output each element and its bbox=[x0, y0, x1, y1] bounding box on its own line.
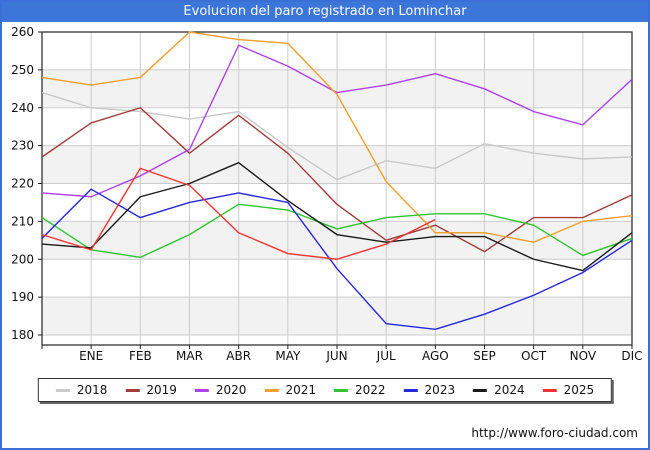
legend-swatch-2022 bbox=[334, 388, 348, 392]
y-tick-label: 190 bbox=[11, 290, 34, 304]
series-line-2021 bbox=[41, 31, 633, 243]
series-line-2018 bbox=[41, 91, 633, 181]
x-tick-label: OCT bbox=[521, 349, 547, 363]
legend-item-2025: 2025 bbox=[542, 383, 595, 397]
series-line-2024 bbox=[41, 161, 633, 272]
series-line-2025 bbox=[41, 167, 436, 260]
legend-item-2018: 2018 bbox=[55, 383, 108, 397]
legend-item-2019: 2019 bbox=[125, 383, 177, 397]
y-tick-label: 230 bbox=[11, 139, 34, 153]
y-tick-label: 260 bbox=[11, 25, 34, 39]
legend-label: 2024 bbox=[494, 383, 525, 397]
x-tick-label: FEB bbox=[129, 349, 152, 363]
series-line-2023 bbox=[41, 188, 633, 331]
x-tick-label: AGO bbox=[422, 349, 449, 363]
legend-item-2020: 2020 bbox=[194, 383, 247, 397]
legend-label: 2019 bbox=[146, 383, 177, 397]
legend-swatch-2019 bbox=[125, 388, 140, 392]
legend-item-2023: 2023 bbox=[403, 383, 456, 397]
legend-swatch-2018 bbox=[55, 388, 70, 392]
footer-url: http://www.foro-ciudad.com bbox=[471, 426, 638, 440]
legend-swatch-2021 bbox=[264, 388, 279, 392]
x-tick-label: ABR bbox=[226, 349, 251, 363]
legend-label: 2021 bbox=[285, 383, 316, 397]
y-tick-label: 210 bbox=[11, 214, 34, 228]
y-tick-label: 220 bbox=[11, 177, 34, 191]
x-tick-label: JUL bbox=[376, 349, 396, 363]
y-tick-label: 240 bbox=[11, 101, 34, 115]
legend-label: 2023 bbox=[424, 383, 456, 397]
legend-item-2024: 2024 bbox=[473, 383, 525, 397]
legend-swatch-2024 bbox=[473, 388, 488, 392]
y-tick-label: 200 bbox=[11, 252, 34, 266]
x-tick-label: MAY bbox=[275, 349, 301, 363]
legend-swatch-2020 bbox=[194, 388, 209, 392]
plot-border bbox=[41, 31, 633, 346]
legend-label: 2025 bbox=[563, 383, 595, 397]
chart-title: Evolucion del paro registrado en Lominch… bbox=[2, 2, 648, 22]
x-tick-label: MAR bbox=[176, 349, 203, 363]
legend-swatch-2023 bbox=[403, 388, 418, 392]
legend-item-2021: 2021 bbox=[264, 383, 316, 397]
series-line-2020 bbox=[41, 44, 633, 198]
y-tick-label: 250 bbox=[11, 63, 34, 77]
legend-item-2022: 2022 bbox=[334, 383, 386, 397]
x-tick-label: ENE bbox=[79, 349, 103, 363]
legend: 2018 2019 2020 2021 2022 2023 2024 2025 bbox=[37, 378, 613, 402]
y-tick-label: 180 bbox=[11, 328, 34, 342]
legend-swatch-2025 bbox=[542, 388, 557, 392]
x-tick-label: DIC bbox=[621, 349, 642, 363]
series-line-2022 bbox=[41, 203, 633, 259]
series-line-2019 bbox=[41, 107, 633, 253]
x-tick-label: SEP bbox=[473, 349, 495, 363]
x-tick-label: JUN bbox=[325, 349, 347, 363]
legend-label: 2020 bbox=[215, 383, 247, 397]
legend-label: 2022 bbox=[355, 383, 386, 397]
x-tick-label: NOV bbox=[570, 349, 597, 363]
legend-label: 2018 bbox=[76, 383, 108, 397]
